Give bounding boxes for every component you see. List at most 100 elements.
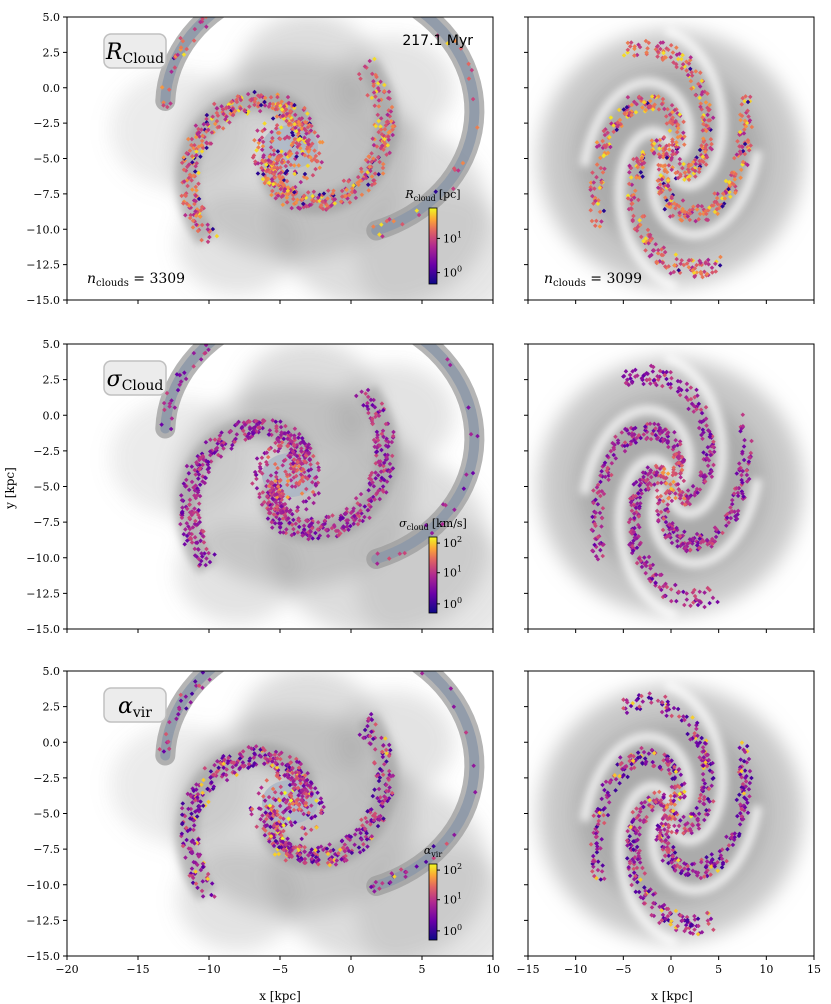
y-tick-label: −10.0 <box>26 879 60 892</box>
colorbar-gradient <box>428 207 438 285</box>
y-tick-label: −5.0 <box>33 481 60 494</box>
y-ticks-left: 5.0 2.5 0.0 −2.5 −5.0 −7.5 −10.0 −12.5 −15.0 <box>26 11 67 307</box>
panel-badge: σCloud <box>103 360 167 396</box>
n-symbol: n <box>544 271 553 287</box>
y-tick-label: −5.0 <box>33 808 60 821</box>
colorbar-tick-label: 100 <box>443 923 462 938</box>
x-ticks-left <box>66 629 494 633</box>
n-subscript: clouds <box>553 278 586 289</box>
tick-base: 10 <box>443 567 457 580</box>
colorbar-symbol: α <box>424 844 432 857</box>
x-axis-title-right: x [kpc] <box>651 989 693 1003</box>
colorbar-tick-label: 101 <box>443 892 462 907</box>
y-tick-label: 2.5 <box>43 701 61 714</box>
tick-base: 10 <box>443 232 457 245</box>
tick-exponent: 2 <box>457 535 462 544</box>
panel-right-R: nclouds = 3099 <box>524 16 815 304</box>
x-tick-label: 0 <box>348 963 355 976</box>
gas-map-right <box>539 679 803 948</box>
y-ticks-right <box>524 343 528 630</box>
y-tick-label: −7.5 <box>33 188 60 201</box>
x-ticks-right: −15 −10 −5 0 5 10 15 <box>516 956 821 976</box>
tick-exponent: 1 <box>457 230 462 239</box>
x-tick-label: −10 <box>197 963 220 976</box>
colorbar-tick-label: 100 <box>443 596 462 611</box>
y-ticks-right <box>524 16 528 301</box>
panels-layer: 5.0 2.5 0.0 −2.5 −5.0 −7.5 −10.0 −12.5 −15.0 RClo… <box>26 11 821 976</box>
badge-box <box>103 360 167 396</box>
colorbar-unit: [pc] <box>439 188 461 201</box>
tick-exponent: 1 <box>457 892 462 901</box>
y-tick-label: 5.0 <box>43 665 61 678</box>
y-tick-label: −12.5 <box>26 587 60 600</box>
cloud-points <box>588 691 754 937</box>
colorbar-tick-label: 101 <box>443 230 462 245</box>
gas-disk <box>539 685 803 942</box>
badge-box <box>103 687 167 723</box>
n-symbol: n <box>87 271 96 287</box>
cloud-points <box>159 344 480 568</box>
colorbar-subscript: cloud <box>407 523 429 532</box>
badge-box <box>103 33 167 69</box>
n-clouds-right: nclouds = 3099 <box>544 271 642 289</box>
x-tick-label: −15 <box>126 963 149 976</box>
tick-base: 10 <box>443 925 457 938</box>
panel-right-sigma <box>524 343 815 633</box>
n-subscript: clouds <box>96 278 129 289</box>
time-label: 217.1 Myr <box>402 33 473 49</box>
colorbar-subscript: vir <box>430 850 442 859</box>
y-tick-label: −15.0 <box>26 950 60 963</box>
x-ticks-left: −20 −15 −10 −5 0 5 10 <box>55 956 500 976</box>
colorbar-tick-label: 101 <box>443 565 462 580</box>
panel-badge: αvir <box>103 687 167 723</box>
colorbar-title: Rcloud [pc] <box>404 188 460 203</box>
colorbar-gradient <box>428 863 438 941</box>
x-tick-label: 0 <box>668 963 675 976</box>
y-tick-label: 0.0 <box>43 736 61 749</box>
badge-symbol: R <box>105 40 123 65</box>
n-clouds-left: nclouds = 3309 <box>87 271 185 289</box>
x-tick-label: 5 <box>419 963 426 976</box>
tick-exponent: 1 <box>457 565 462 574</box>
y-tick-label: −15.0 <box>26 623 60 636</box>
n-value: = 3099 <box>586 271 642 287</box>
y-tick-label: −12.5 <box>26 259 60 272</box>
y-tick-label: 0.0 <box>43 82 61 95</box>
panel-left-alpha: −20 −15 −10 −5 0 5 105.02.50.0−2.5−5.0−7.5−10.… <box>26 665 500 976</box>
gas-map-left <box>110 17 493 300</box>
y-tick-label: −2.5 <box>33 772 60 785</box>
tick-exponent: 2 <box>457 862 462 871</box>
x-tick-label: 15 <box>807 963 821 976</box>
x-tick-label: −5 <box>615 963 631 976</box>
panel-left-R: 5.02.50.0−2.5−5.0−7.5−10.0−12.5−15.0RClo… <box>26 11 494 307</box>
colorbar-symbol: σ <box>399 517 407 530</box>
gas-stream-core <box>160 671 480 891</box>
panel-right-alpha: −15 −10 −5 0 5 10 15 <box>516 670 821 976</box>
x-tick-label: −15 <box>516 963 539 976</box>
y-tick-label: −5.0 <box>33 153 60 166</box>
gas-arms <box>579 352 763 621</box>
gas-arms <box>579 679 763 948</box>
tick-base: 10 <box>443 267 457 280</box>
badge-subscript: Cloud <box>122 51 164 67</box>
colorbar-gradient <box>428 536 438 614</box>
x-tick-label: −5 <box>272 963 288 976</box>
y-tick-label: 0.0 <box>43 409 61 422</box>
gas-arms <box>579 25 763 292</box>
tick-base: 10 <box>443 537 457 550</box>
y-ticks-left: 5.0 2.5 0.0 −2.5 −5.0 −7.5 −10.0 −12.5 −15.0 <box>26 338 67 636</box>
tick-exponent: 0 <box>457 265 462 274</box>
y-tick-label: −15.0 <box>26 294 60 307</box>
x-tick-label: 10 <box>759 963 773 976</box>
y-tick-label: 5.0 <box>43 11 61 24</box>
colorbar-tick-label: 102 <box>443 535 462 550</box>
colorbar-tick-label: 102 <box>443 862 462 877</box>
badge-label: RCloud <box>105 40 164 67</box>
y-tick-label: 2.5 <box>43 46 61 59</box>
panel-row-R: 5.02.50.0−2.5−5.0−7.5−10.0−12.5−15.0RClo… <box>26 11 815 307</box>
y-tick-label: 5.0 <box>43 338 61 351</box>
panel-row-alpha: −20 −15 −10 −5 0 5 105.02.50.0−2.5−5.0−7.5−10.… <box>26 665 821 976</box>
